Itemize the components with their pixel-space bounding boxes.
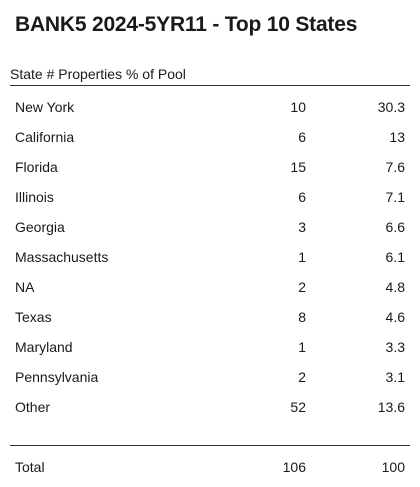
cell-properties: 15 (290, 159, 306, 175)
header-pct-of-pool: % of Pool (125, 66, 186, 82)
cell-properties: 2 (298, 279, 306, 295)
cell-state: Illinois (15, 189, 54, 205)
table-row-total: Total 106 100 (10, 452, 410, 482)
table-row: Maryland 1 3.3 (10, 332, 410, 362)
cell-properties: 10 (290, 99, 306, 115)
cell-properties: 8 (298, 309, 306, 325)
table-header: State # Properties % of Pool (10, 63, 410, 86)
table-row: California 6 13 (10, 122, 410, 152)
cell-state: Pennsylvania (15, 369, 99, 385)
cell-properties: 1 (298, 339, 306, 355)
cell-pct: 3.1 (385, 369, 405, 385)
cell-state: New York (15, 99, 75, 115)
cell-pct: 4.6 (385, 309, 405, 325)
table-row: New York 10 30.3 (10, 92, 410, 122)
cell-state: Texas (15, 309, 52, 325)
header-state: State (10, 66, 43, 82)
cell-properties: 3 (298, 219, 306, 235)
cell-pct: 3.3 (385, 339, 405, 355)
table-body: New York 10 30.3 California 6 13 Florida 15 7.6 I… (10, 92, 410, 422)
cell-properties: 6 (298, 189, 306, 205)
cell-pct: 4.8 (385, 279, 405, 295)
cell-state: Maryland (15, 339, 73, 355)
table-row: Massachusetts 1 6.1 (10, 242, 410, 272)
cell-pct: 13.6 (377, 399, 405, 415)
cell-pct: 7.6 (385, 159, 405, 175)
cell-pct: 13 (389, 129, 405, 145)
cell-state: NA (15, 279, 35, 295)
header-properties: # Properties (46, 66, 123, 82)
table-row: Texas 8 4.6 (10, 302, 410, 332)
cell-state: California (15, 129, 75, 145)
cell-state: Massachusetts (15, 249, 109, 265)
total-pct: 100 (381, 459, 405, 475)
cell-properties: 2 (298, 369, 306, 385)
total-label: Total (15, 459, 45, 475)
table-row: Pennsylvania 2 3.1 (10, 362, 410, 392)
states-table: State # Properties % of Pool New York 10 3… (10, 63, 410, 422)
chart-title: BANK5 2024-5YR11 - Top 10 States (15, 13, 358, 36)
cell-state: Other (15, 399, 51, 415)
cell-state: Florida (15, 159, 58, 175)
table-row: Illinois 6 7.1 (10, 182, 410, 212)
cell-pct: 6.1 (385, 249, 405, 265)
cell-properties: 1 (298, 249, 306, 265)
table-row: Other 52 13.6 (10, 392, 410, 422)
cell-pct: 6.6 (385, 219, 405, 235)
table-row: Georgia 3 6.6 (10, 212, 410, 242)
total-divider (10, 445, 410, 446)
table-row: Florida 15 7.6 (10, 152, 410, 182)
cell-properties: 6 (298, 129, 306, 145)
cell-properties: 52 (290, 399, 306, 415)
cell-pct: 30.3 (377, 99, 405, 115)
cell-pct: 7.1 (385, 189, 405, 205)
cell-state: Georgia (15, 219, 65, 235)
table-row: NA 2 4.8 (10, 272, 410, 302)
total-properties: 106 (282, 459, 306, 475)
